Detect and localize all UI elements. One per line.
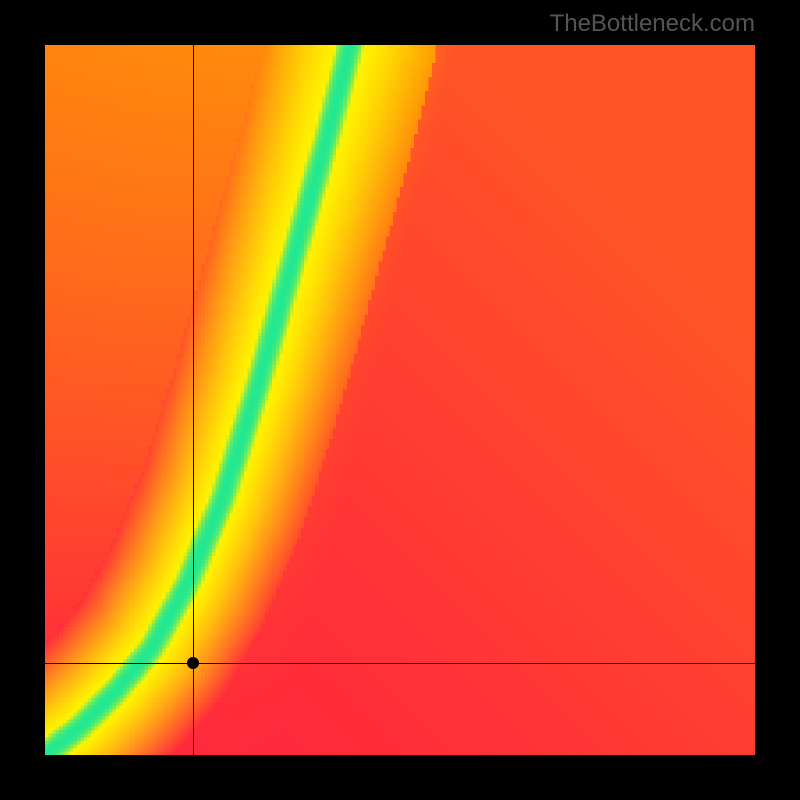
watermark-text: TheBottleneck.com — [550, 10, 755, 38]
plot-area — [45, 45, 755, 755]
chart-frame: TheBottleneck.com — [0, 0, 800, 800]
crosshair-vertical — [193, 45, 194, 755]
heatmap-canvas — [45, 45, 755, 755]
crosshair-horizontal — [45, 663, 755, 664]
crosshair-dot — [187, 657, 199, 669]
